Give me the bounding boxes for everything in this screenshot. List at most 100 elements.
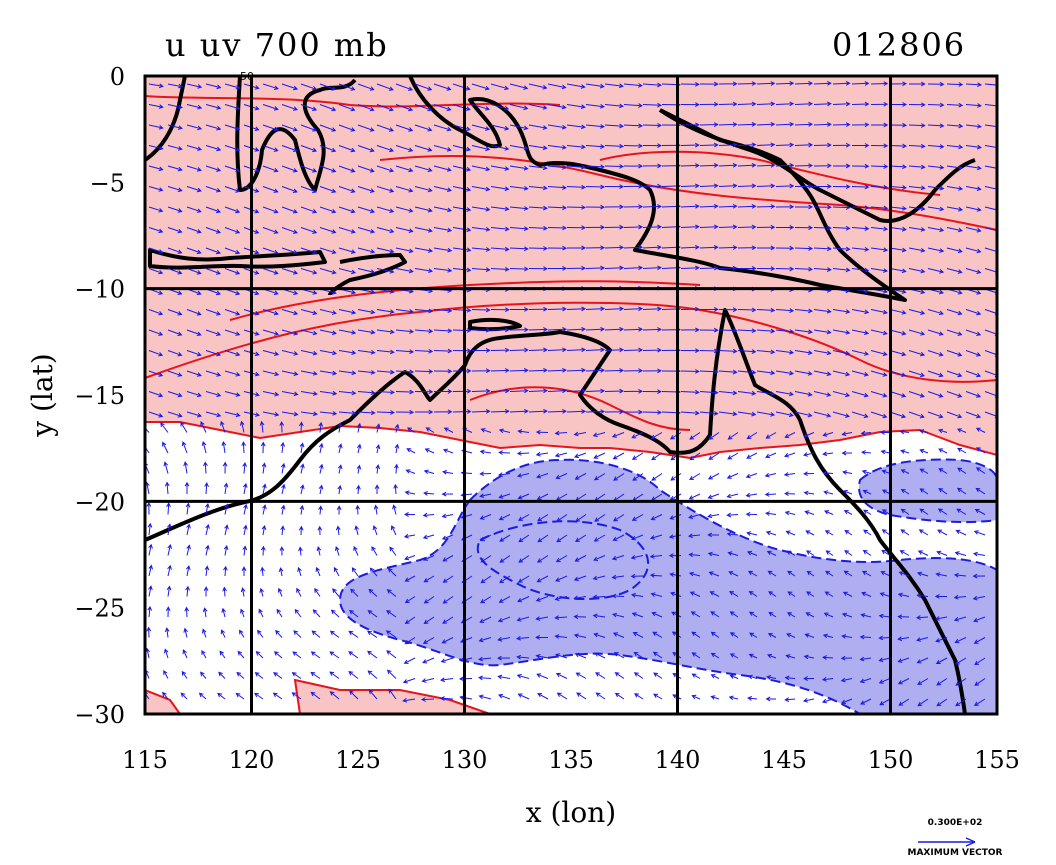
wind-vector: [689, 452, 701, 461]
wind-vector: [775, 266, 795, 272]
wind-vector: [680, 81, 700, 87]
wind-vector: [710, 695, 720, 700]
wind-vector: [727, 432, 739, 440]
wind-vector: [425, 427, 435, 433]
wind-vector: [974, 678, 986, 686]
wind-vector: [593, 452, 606, 459]
wind-vector: [764, 472, 777, 478]
x-tick-label: 120: [229, 746, 275, 774]
wind-vector: [775, 349, 795, 355]
wind-vector: [775, 163, 795, 168]
wind-vector: [186, 411, 202, 418]
wind-vector: [726, 473, 739, 479]
wind-vector: [859, 678, 872, 684]
wind-vector: [498, 693, 511, 700]
wind-vector: [908, 247, 926, 253]
wind-vector: [623, 183, 644, 189]
wind-vector: [965, 350, 982, 357]
wind-vector: [680, 348, 700, 353]
wind-vector: [395, 247, 414, 254]
wind-vector: [680, 122, 700, 128]
wind-vector: [747, 674, 758, 680]
wind-vector: [395, 206, 414, 213]
wind-vector: [535, 635, 549, 640]
wind-vector: [794, 329, 813, 335]
wind-vector: [897, 636, 910, 642]
wind-vector: [611, 555, 625, 561]
wind-vector: [441, 491, 454, 497]
wind-vector: [575, 534, 587, 542]
wind-vector: [395, 409, 415, 415]
wind-vector: [593, 534, 606, 542]
wind-vector: [440, 657, 454, 663]
wind-vector: [186, 268, 202, 275]
positive-contour-2: [229, 280, 701, 321]
wind-vector: [897, 657, 910, 663]
wind-vector: [718, 122, 738, 127]
wind-vector: [794, 225, 814, 231]
wind-vector: [319, 370, 338, 376]
wind-vector: [528, 388, 548, 394]
wind-vector: [823, 612, 834, 618]
wind-vector: [452, 206, 472, 212]
wind-vector: [813, 163, 832, 169]
wind-vector: [281, 124, 298, 132]
wind-vector: [859, 634, 872, 640]
wind-vector: [217, 692, 226, 700]
wind-vector: [375, 444, 381, 454]
wind-vector: [841, 612, 853, 618]
wind-vector: [404, 637, 416, 645]
wind-vector: [394, 443, 400, 454]
wind-vector: [547, 367, 567, 373]
wind-vector: [280, 504, 286, 515]
wind-vector: [337, 464, 343, 474]
wind-vector: [528, 165, 548, 171]
wind-vector: [509, 165, 529, 171]
wind-vector: [329, 630, 340, 638]
wind-vector: [258, 608, 264, 618]
wind-vector: [262, 329, 279, 336]
wind-vector: [879, 592, 891, 597]
wind-vector: [956, 428, 967, 433]
wind-vector: [927, 247, 945, 253]
wind-vector: [840, 655, 853, 661]
wind-vector: [642, 102, 662, 108]
wind-vector: [775, 183, 795, 189]
wind-vector: [395, 186, 414, 193]
wind-vector: [205, 268, 221, 275]
wind-vector: [318, 505, 323, 515]
wind-vector: [535, 451, 549, 457]
wind-vector: [441, 513, 454, 519]
wind-vector: [784, 452, 796, 458]
wind-vector: [319, 124, 337, 132]
wind-vector: [718, 328, 738, 333]
wind-vector: [851, 81, 870, 86]
wind-vector: [718, 307, 738, 313]
wind-vector: [842, 489, 853, 495]
wind-vector: [718, 183, 738, 189]
wind-vector: [200, 671, 207, 679]
wind-vector: [984, 82, 997, 88]
wind-vector: [821, 676, 834, 682]
x-tick-label: 115: [122, 746, 168, 774]
wind-vector: [909, 81, 926, 87]
wind-vector: [946, 411, 963, 419]
wind-vector: [908, 268, 926, 274]
wind-vector: [509, 124, 529, 131]
wind-vector: [842, 470, 853, 475]
wind-vector: [300, 463, 305, 474]
wind-vector: [870, 205, 889, 211]
wind-vector: [357, 104, 375, 112]
wind-vector: [556, 514, 568, 522]
wind-vector: [718, 369, 738, 375]
wind-vector: [224, 268, 241, 275]
wind-vector: [338, 410, 357, 416]
x-axis-label: x (lon): [526, 796, 616, 829]
wind-vector: [756, 81, 776, 86]
wind-vector: [680, 163, 700, 168]
wind-vector: [955, 657, 967, 665]
wind-vector: [878, 635, 891, 641]
wind-vector: [224, 411, 241, 418]
wind-vector: [604, 306, 625, 312]
wind-vector: [813, 142, 832, 148]
